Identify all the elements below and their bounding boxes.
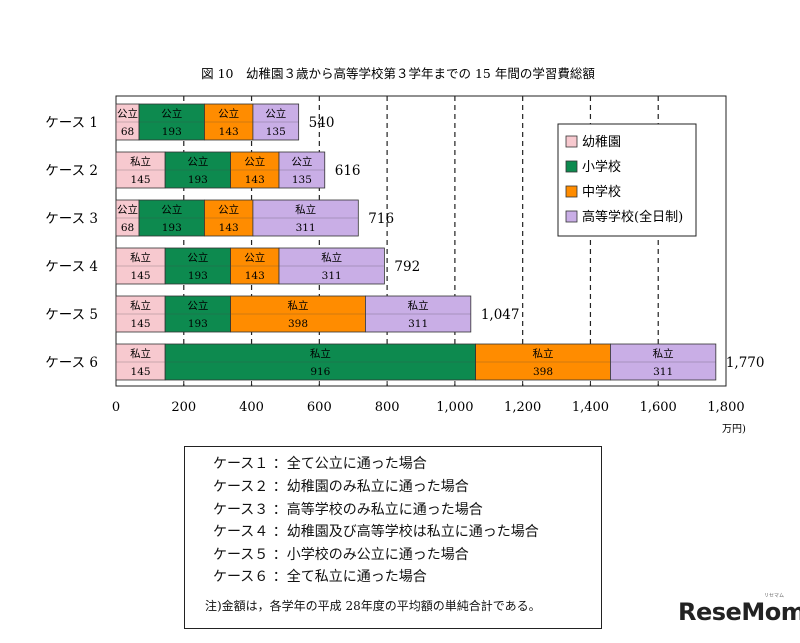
segment-type-label-2-1: 私立: [130, 155, 151, 168]
x-tick-label-5: 1,000: [436, 400, 473, 415]
segment-type-label-2-4: 公立: [291, 155, 312, 168]
segment-type-label-6-4: 私立: [653, 347, 674, 360]
case-description-2: ケース２ ：幼稚園のみ私立に通った場合: [213, 479, 469, 495]
segment-value-label-6-1: 145: [131, 366, 151, 378]
segment-type-label-5-2: 公立: [187, 299, 208, 312]
total-label-3: 716: [368, 211, 394, 227]
category-label-2: ケース 2: [45, 163, 98, 179]
segment-value-label-3-2: 193: [162, 222, 182, 234]
segment-value-label-1-1: 68: [121, 126, 134, 138]
x-tick-label-9: 1,800: [707, 400, 744, 415]
x-tick-label-8: 1,600: [640, 400, 677, 415]
footnote: 注)金額は，各学年の平成 28年度の平均額の単純合計である。: [205, 599, 541, 613]
segment-value-label-5-2: 193: [188, 318, 208, 330]
segment-value-label-3-1: 68: [121, 222, 134, 234]
segment-type-label-6-1: 私立: [130, 347, 151, 360]
x-tick-label-4: 800: [375, 400, 400, 415]
legend-swatch-1: [565, 135, 578, 148]
legend-label-1: 幼稚園: [582, 135, 621, 150]
segment-type-label-1-4: 公立: [265, 107, 286, 120]
resemom-logo: ReseMom リセマム: [678, 593, 800, 626]
chart-title: 図 10 幼稚園３歳から高等学校第３学年までの 15 年間の学習費総額: [201, 66, 595, 81]
segment-type-label-4-1: 私立: [130, 251, 151, 264]
segment-value-label-5-3: 398: [288, 318, 308, 330]
segment-type-label-2-2: 公立: [187, 155, 208, 168]
segment-type-label-6-3: 私立: [533, 347, 554, 360]
legend-frame: [557, 123, 697, 237]
x-tick-label-6: 1,200: [504, 400, 541, 415]
category-label-4: ケース 4: [45, 259, 98, 275]
x-tick-label-7: 1,400: [572, 400, 609, 415]
segment-type-label-3-1: 公立: [117, 203, 138, 216]
segment-type-label-3-2: 公立: [161, 203, 182, 216]
segment-value-label-2-2: 193: [188, 174, 208, 186]
segment-value-label-5-1: 145: [131, 318, 151, 330]
total-label-5: 1,047: [481, 307, 520, 323]
case-description-box: ケース１ ：全て公立に通った場合 ケース２ ：幼稚園のみ私立に通った場合 ケース…: [184, 446, 602, 629]
segment-value-label-4-2: 193: [188, 270, 208, 282]
segment-value-label-6-4: 311: [653, 366, 673, 378]
category-label-6: ケース 6: [45, 355, 98, 371]
segment-value-label-2-3: 143: [245, 174, 265, 186]
segment-type-label-5-3: 私立: [287, 299, 308, 312]
case-description-4: ケース４ ：幼稚園及び高等学校は私立に通った場合: [213, 524, 539, 540]
total-label-4: 792: [394, 259, 420, 275]
legend-label-2: 小学校: [582, 159, 621, 175]
case-description-1: ケース１ ：全て公立に通った場合: [213, 456, 427, 472]
segment-type-label-1-3: 公立: [218, 107, 239, 120]
segment-value-label-2-4: 135: [292, 174, 312, 186]
total-label-6: 1,770: [726, 355, 765, 371]
case-description-3: ケース３ ：高等学校のみ私立に通った場合: [213, 502, 483, 518]
segment-type-label-4-2: 公立: [187, 251, 208, 264]
plot-frame: [115, 95, 727, 387]
legend-swatch-2: [565, 160, 578, 173]
x-axis-unit: 万円): [722, 424, 746, 435]
x-tick-label-2: 400: [239, 400, 264, 415]
segment-value-label-4-4: 311: [322, 270, 342, 282]
segment-type-label-4-4: 私立: [321, 251, 342, 264]
segment-value-label-5-4: 311: [408, 318, 428, 330]
legend-swatch-4: [565, 210, 578, 223]
segment-type-label-3-3: 公立: [218, 203, 239, 216]
segment-type-label-3-4: 私立: [295, 203, 316, 216]
x-tick-label-1: 200: [171, 400, 196, 415]
logo-subtext: リセマム: [764, 593, 785, 599]
segment-value-label-3-3: 143: [219, 222, 239, 234]
x-tick-label-3: 600: [307, 400, 332, 415]
legend-label-4: 高等学校(全日制): [582, 209, 683, 225]
segment-value-label-1-2: 193: [162, 126, 182, 138]
segment-value-label-6-3: 398: [533, 366, 553, 378]
category-label-3: ケース 3: [45, 211, 98, 227]
segment-type-label-4-3: 公立: [244, 251, 265, 264]
stacked-bar-chart: 図 10 幼稚園３歳から高等学校第３学年までの 15 年間の学習費総額 0 200 4…: [45, 66, 765, 435]
segment-value-label-6-2: 916: [310, 366, 330, 378]
segment-type-label-5-1: 私立: [130, 299, 151, 312]
legend-label-3: 中学校: [582, 184, 621, 200]
total-label-2: 616: [335, 163, 361, 179]
category-label-5: ケース 5: [45, 307, 98, 323]
category-label-1: ケース 1: [45, 115, 98, 131]
x-tick-label-0: 0: [112, 400, 120, 415]
segment-value-label-1-4: 135: [266, 126, 286, 138]
segment-value-label-4-3: 143: [245, 270, 265, 282]
legend-swatch-3: [565, 185, 578, 198]
segment-type-label-1-2: 公立: [161, 107, 182, 120]
segment-type-label-2-3: 公立: [244, 155, 265, 168]
segment-type-label-1-1: 公立: [117, 107, 138, 120]
segment-value-label-2-1: 145: [131, 174, 151, 186]
segment-type-label-5-4: 私立: [408, 299, 429, 312]
segment-value-label-3-4: 311: [296, 222, 316, 234]
segment-value-label-4-1: 145: [131, 270, 151, 282]
segment-type-label-6-2: 私立: [310, 347, 331, 360]
segment-value-label-1-3: 143: [219, 126, 239, 138]
total-label-1: 540: [309, 115, 335, 131]
case-description-5: ケース５ ：小学校のみ公立に通った場合: [213, 547, 469, 563]
logo-text: ReseMom: [678, 598, 800, 626]
case-description-6: ケース６ ：全て私立に通った場合: [213, 569, 427, 585]
